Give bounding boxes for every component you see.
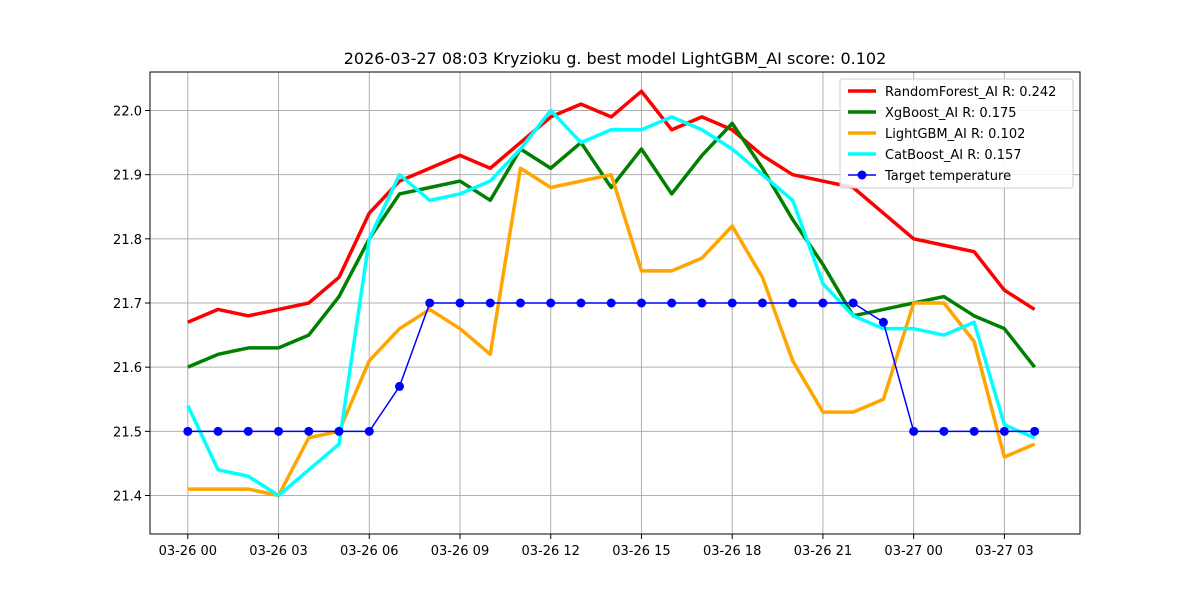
target-point — [334, 426, 344, 436]
target-point — [515, 298, 525, 308]
x-tick-label: 03-27 03 — [975, 544, 1033, 559]
legend-label: Target temperature — [884, 169, 1011, 184]
y-tick-label: 21.9 — [113, 169, 142, 184]
target-point — [425, 298, 435, 308]
x-tick-label: 03-26 09 — [431, 544, 489, 559]
series-line-xgboost-ai — [187, 121, 1037, 369]
target-point — [909, 426, 919, 436]
target-point — [546, 298, 556, 308]
axis-ticks: 03-26 00 03-26 03 03-26 06 03-26 09 03-26 12… — [113, 105, 1034, 560]
x-tick-label: 03-26 12 — [522, 544, 580, 559]
target-point — [364, 426, 374, 436]
chart-title: 2026-03-27 08:03 Kryzioku g. best model … — [344, 49, 887, 69]
target-point — [848, 298, 858, 308]
x-tick-label: 03-26 21 — [794, 544, 852, 559]
legend-label: LightGBM_AI R: 0.102 — [885, 127, 1025, 142]
y-tick-label: 21.6 — [113, 361, 142, 376]
target-point — [485, 298, 495, 308]
x-tick-label: 03-26 18 — [703, 544, 761, 559]
x-tick-label: 03-27 00 — [884, 544, 942, 559]
target-point — [455, 298, 465, 308]
target-point — [636, 298, 646, 308]
target-point — [1030, 426, 1040, 436]
target-point — [939, 426, 949, 436]
target-point — [969, 426, 979, 436]
target-point — [788, 298, 798, 308]
y-tick-label: 21.5 — [113, 425, 142, 440]
series-line-randomforest-ai — [187, 89, 1036, 324]
series-layer — [183, 89, 1040, 498]
series-line-catboost-ai — [186, 108, 1036, 498]
target-point — [606, 298, 616, 308]
legend-marker — [857, 170, 867, 180]
x-tick-label: 03-26 03 — [249, 544, 307, 559]
x-tick-label: 03-26 15 — [612, 544, 670, 559]
target-point — [395, 381, 405, 391]
y-tick-label: 21.7 — [113, 297, 142, 312]
target-point — [667, 298, 677, 308]
legend: RandomForest_AI R: 0.242 XgBoost_AI R: 0.… — [839, 78, 1074, 189]
target-point — [697, 298, 707, 308]
x-tick-label: 03-26 00 — [159, 544, 217, 559]
legend-label: XgBoost_AI R: 0.175 — [885, 106, 1017, 121]
target-point — [757, 298, 767, 308]
legend-box — [839, 78, 1074, 189]
legend-label: RandomForest_AI R: 0.242 — [885, 85, 1056, 100]
x-tick-label: 03-26 06 — [340, 544, 398, 559]
target-point — [243, 426, 253, 436]
legend-label: CatBoost_AI R: 0.157 — [885, 148, 1022, 163]
y-tick-label: 21.4 — [113, 490, 142, 505]
target-point — [878, 317, 888, 327]
y-tick-label: 21.8 — [113, 233, 142, 248]
y-tick-label: 22.0 — [113, 105, 142, 120]
target-point — [727, 298, 737, 308]
target-point — [576, 298, 586, 308]
target-point — [304, 426, 314, 436]
target-point — [274, 426, 284, 436]
target-point — [183, 426, 193, 436]
target-point — [818, 298, 828, 308]
series-line-lightgbm-ai — [187, 166, 1036, 498]
target-point — [999, 426, 1009, 436]
target-point — [213, 426, 223, 436]
